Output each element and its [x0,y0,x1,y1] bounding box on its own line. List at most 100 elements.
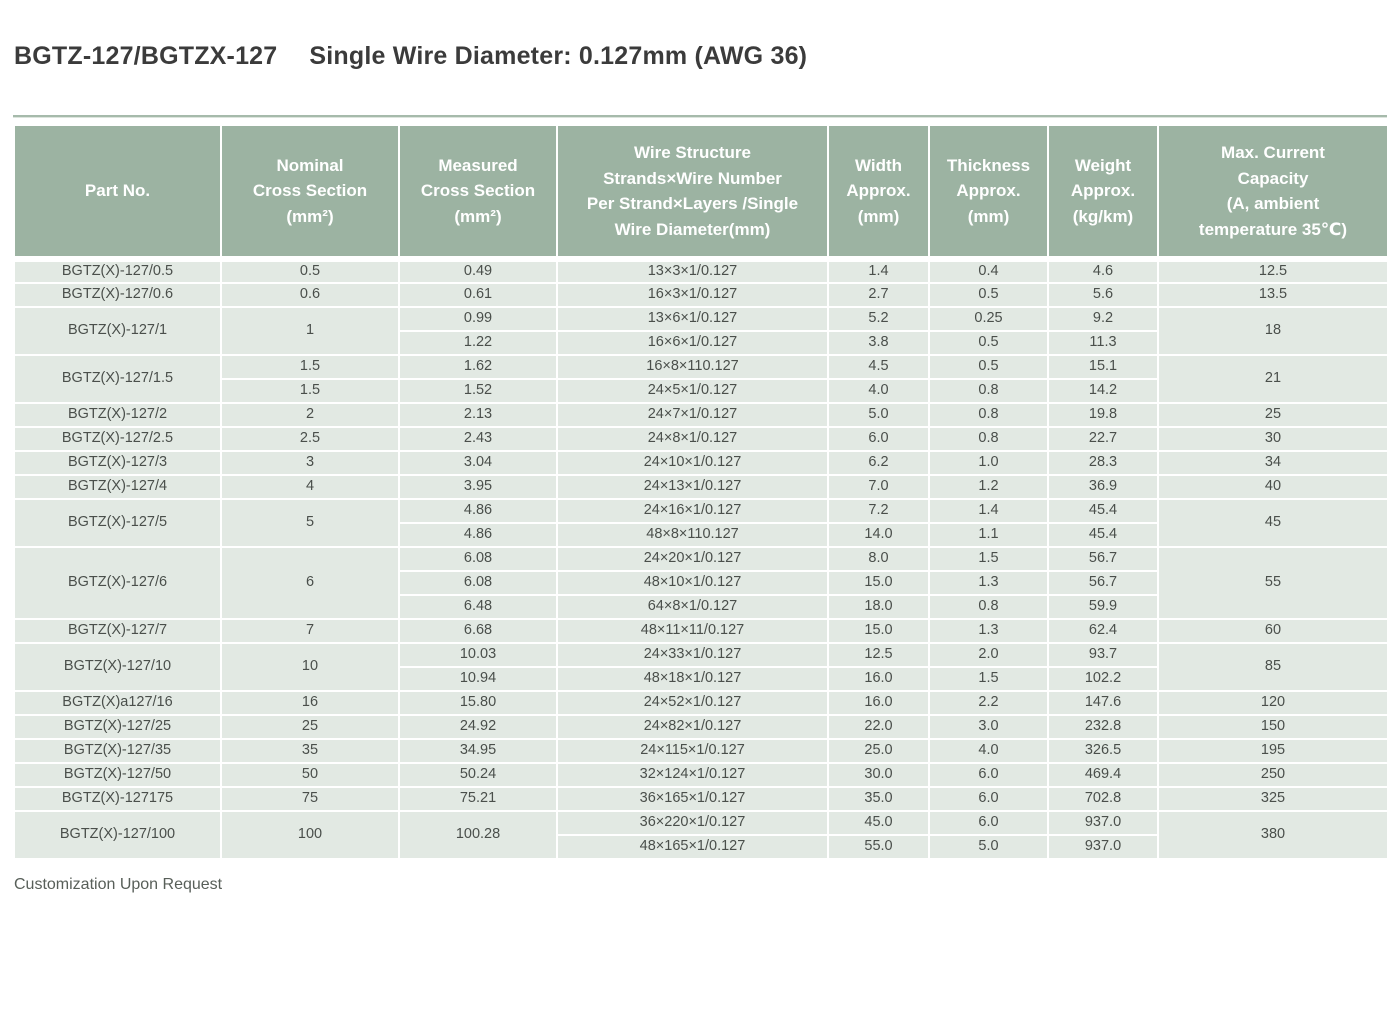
customization-note: Customization Upon Request [14,876,223,893]
datasheet-page: BGTZ-127/BGTZX-127 Single Wire Diameter: … [13,0,1389,893]
table-cell: 325 [1157,786,1389,812]
table-cell: 0.5 [220,258,400,284]
table-cell: 1.5 [220,378,400,404]
table-cell: 100 [220,810,400,860]
table-cell: 0.8 [928,378,1049,404]
table-cell: 15.1 [1047,354,1159,380]
wire-spec-table: Part No. Nominal Cross Section (mm²) Measure… [13,124,1389,860]
table-cell: 93.7 [1047,642,1159,668]
table-row: BGTZ(X)-127/3 3 3.04 24×10×1/0.127 6.2 1.0 28.… [13,450,1389,476]
table-cell: 937.0 [1047,810,1159,836]
table-cell: 1.62 [398,354,558,380]
table-cell: 75 [220,786,400,812]
table-body: BGTZ(X)-127/0.5 0.5 0.49 13×3×1/0.127 1.4 0.4… [13,258,1389,860]
table-cell: BGTZ(X)-127/0.6 [13,282,222,308]
table-cell: 24×7×1/0.127 [556,402,829,428]
table-cell: 250 [1157,762,1389,788]
table-cell: 40 [1157,474,1389,500]
column-header: Nominal Cross Section (mm²) [220,124,400,262]
table-cell: 1.5 [220,354,400,380]
table-cell: 5.0 [928,834,1049,860]
table-cell: 5.2 [827,306,930,332]
table-cell: 4.0 [827,378,930,404]
table-cell: 50.24 [398,762,558,788]
table-cell: 55 [1157,546,1389,620]
table-cell: 2 [220,402,400,428]
table-row: BGTZ(X)-127/6 6 6.08 24×20×1/0.127 8.0 1.5 56.… [13,546,1389,620]
table-cell: 16×8×110.127 [556,354,829,380]
table-cell: BGTZ(X)-127/5 [13,498,222,548]
table-cell: 2.7 [827,282,930,308]
table-row: BGTZ(X)-127/0.6 0.6 0.61 16×3×1/0.127 2.7 0.5… [13,282,1389,308]
table-row: BGTZ(X)-127/0.5 0.5 0.49 13×3×1/0.127 1.4 0.4… [13,258,1389,284]
table-cell: 147.6 [1047,690,1159,716]
table-cell: 6.2 [827,450,930,476]
table-cell: BGTZ(X)-127/6 [13,546,222,620]
table-cell: 24×5×1/0.127 [556,378,829,404]
table-cell: 8.0 [827,546,930,572]
table-cell: 6.0 [928,810,1049,836]
table-cell: 30.0 [827,762,930,788]
table-cell: 6.08 [398,546,558,572]
table-cell: 45.4 [1047,498,1159,524]
table-cell: 15.0 [827,570,930,596]
table-cell: 22.0 [827,714,930,740]
table-cell: 55.0 [827,834,930,860]
table-row: BGTZ(X)-127/35 35 34.95 24×115×1/0.127 25.0 4… [13,738,1389,764]
table-cell: 3 [220,450,400,476]
table-cell: 36×165×1/0.127 [556,786,829,812]
table-cell: 12.5 [827,642,930,668]
table-cell: 2.2 [928,690,1049,716]
table-cell: 24×16×1/0.127 [556,498,829,524]
table-cell: 34 [1157,450,1389,476]
table-cell: 1.5 [928,546,1049,572]
table-cell: 380 [1157,810,1389,860]
table-cell: 18 [1157,306,1389,356]
table-cell: 1.4 [827,258,930,284]
table-cell: 48×11×11/0.127 [556,618,829,644]
table-cell: BGTZ(X)-127/2 [13,402,222,428]
title-wire-diameter-spec: Single Wire Diameter: 0.127mm (AWG 36) [309,42,808,70]
table-cell: BGTZ(X)-127175 [13,786,222,812]
table-cell: 3.95 [398,474,558,500]
table-cell: 25 [1157,402,1389,428]
table-cell: 24×115×1/0.127 [556,738,829,764]
table-cell: 3.0 [928,714,1049,740]
table-row: BGTZ(X)a127/16 16 15.80 24×52×1/0.127 16.0 2.… [13,690,1389,716]
table-cell: 50 [220,762,400,788]
table-cell: 10.94 [398,666,558,692]
table-row: BGTZ(X)-127/7 7 6.68 48×11×11/0.127 15.0 1.3 6… [13,618,1389,644]
table-cell: 9.2 [1047,306,1159,332]
table-cell: 6.0 [827,426,930,452]
table-cell: 1.2 [928,474,1049,500]
table-cell: 75.21 [398,786,558,812]
table-cell: 4.86 [398,522,558,548]
table-cell: 0.25 [928,306,1049,332]
table-row: BGTZ(X)-127/2 2 2.13 24×7×1/0.127 5.0 0.8 19.8… [13,402,1389,428]
table-cell: 150 [1157,714,1389,740]
table-cell: 326.5 [1047,738,1159,764]
table-cell: 48×8×110.127 [556,522,829,548]
table-cell: 1.3 [928,570,1049,596]
table-cell: 5.0 [827,402,930,428]
table-cell: BGTZ(X)-127/100 [13,810,222,860]
page-title: BGTZ-127/BGTZX-127 Single Wire Diameter: … [13,0,1387,71]
table-cell: 15.0 [827,618,930,644]
table-cell: 2.5 [220,426,400,452]
table-cell: 24×52×1/0.127 [556,690,829,716]
column-header: Measured Cross Section (mm²) [398,124,558,262]
column-header: Weight Approx. (kg/km) [1047,124,1159,262]
table-cell: 6.08 [398,570,558,596]
table-cell: 48×10×1/0.127 [556,570,829,596]
table-cell: 4.6 [1047,258,1159,284]
table-cell: 16×6×1/0.127 [556,330,829,356]
table-cell: 10 [220,642,400,692]
table-cell: BGTZ(X)-127/35 [13,738,222,764]
table-cell: 1.52 [398,378,558,404]
table-cell: 1.3 [928,618,1049,644]
table-cell: 24×10×1/0.127 [556,450,829,476]
table-row: BGTZ(X)-127/5 5 4.86 24×16×1/0.127 7.2 1.4 45.… [13,498,1389,548]
table-cell: 56.7 [1047,570,1159,596]
header-row: Part No. Nominal Cross Section (mm²) Measure… [13,124,1389,262]
table-cell: 702.8 [1047,786,1159,812]
